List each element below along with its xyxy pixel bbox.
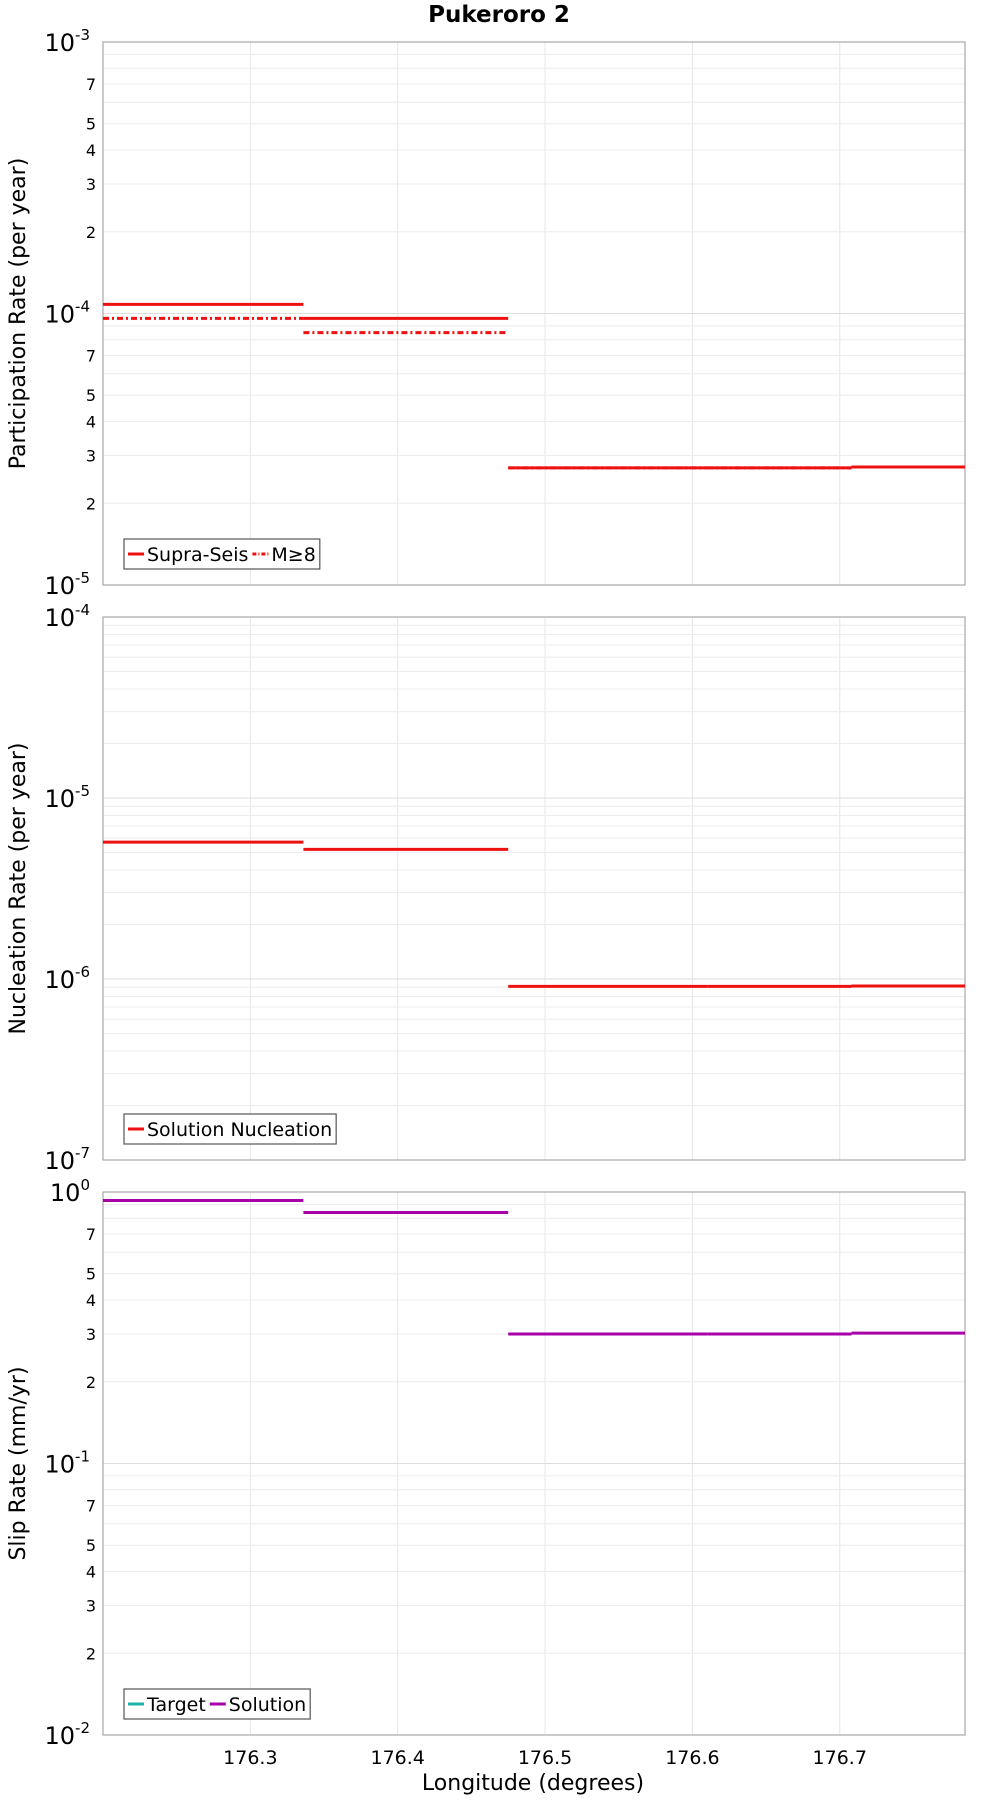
plot-frame bbox=[102, 41, 966, 586]
legend-label: Supra-Seis bbox=[147, 544, 248, 566]
y-minor-tick-label: 3 bbox=[86, 175, 96, 194]
plot-area bbox=[103, 617, 965, 1160]
y-minor-tick-label: 2 bbox=[86, 494, 96, 513]
y-minor-tick-label: 7 bbox=[86, 1497, 96, 1516]
y-minor-tick-label: 7 bbox=[86, 75, 96, 94]
y-major-tick-label: 10-5 bbox=[44, 782, 90, 813]
y-major-tick-label: 10-2 bbox=[44, 1719, 90, 1750]
legend: Supra-Seis M≥8 bbox=[123, 538, 321, 570]
legend: Target Solution bbox=[123, 1688, 311, 1720]
y-major-tick-label: 10-5 bbox=[44, 569, 90, 600]
y-minor-tick-label: 7 bbox=[86, 347, 96, 366]
y-minor-tick-label: 7 bbox=[86, 1225, 96, 1244]
y-axis-label: Nucleation Rate (per year) bbox=[6, 743, 31, 1035]
y-major-tick-label: 10-1 bbox=[44, 1448, 90, 1479]
y-minor-tick-label: 2 bbox=[86, 1644, 96, 1663]
panel-2: 10-4 10-5 10-6 10-7 Nucleation Rate (per yea… bbox=[6, 601, 966, 1175]
panel-1: 10-3 10-4 10-5 7 5 4 3 2 7 5 4 3 2 Participation Rate… bbox=[6, 26, 966, 600]
y-minor-tick-label: 4 bbox=[86, 141, 96, 160]
x-tick-label: 176.5 bbox=[518, 1747, 572, 1769]
x-tick-label: 176.7 bbox=[813, 1747, 867, 1769]
panel-3: 100 10-1 10-2 7 5 4 3 2 7 5 4 3 2 Slip Rate (mm/yr) Ta… bbox=[6, 1176, 966, 1750]
x-tick-label: 176.6 bbox=[665, 1747, 719, 1769]
y-minor-tick-label: 4 bbox=[86, 1563, 96, 1582]
y-minor-tick-label: 4 bbox=[86, 1291, 96, 1310]
y-minor-tick-label: 5 bbox=[86, 386, 96, 405]
y-minor-tick-label: 4 bbox=[86, 413, 96, 432]
y-major-tick-label: 100 bbox=[50, 1176, 90, 1207]
y-minor-tick-label: 5 bbox=[86, 1536, 96, 1555]
y-minor-tick-label: 5 bbox=[86, 1265, 96, 1284]
y-minor-tick-label: 3 bbox=[86, 1325, 96, 1344]
legend-label: M≥8 bbox=[271, 544, 315, 566]
chart-title: Pukeroro 2 bbox=[428, 2, 570, 28]
y-minor-tick-label: 3 bbox=[86, 446, 96, 465]
legend-label: Solution Nucleation bbox=[147, 1119, 332, 1141]
y-major-tick-label: 10-3 bbox=[44, 26, 90, 57]
y-minor-tick-label: 2 bbox=[86, 1373, 96, 1392]
y-minor-tick-label: 5 bbox=[86, 115, 96, 134]
y-major-tick-label: 10-6 bbox=[44, 963, 90, 994]
x-tick-label: 176.3 bbox=[223, 1747, 277, 1769]
legend-label: Solution bbox=[229, 1694, 306, 1716]
plot-frame bbox=[102, 616, 966, 1161]
y-major-tick-label: 10-7 bbox=[44, 1144, 90, 1175]
legend: Solution Nucleation bbox=[123, 1113, 337, 1145]
legend-box bbox=[123, 1113, 337, 1145]
legend-box bbox=[123, 538, 321, 570]
y-minor-tick-label: 2 bbox=[86, 223, 96, 242]
y-axis-label: Slip Rate (mm/yr) bbox=[6, 1366, 31, 1560]
legend-label: Target bbox=[146, 1694, 206, 1716]
y-minor-tick-label: 3 bbox=[86, 1596, 96, 1615]
x-tick-label: 176.4 bbox=[370, 1747, 424, 1769]
plot-frame bbox=[102, 1191, 966, 1736]
x-axis-label: Longitude (degrees) bbox=[422, 1771, 644, 1796]
y-axis-label: Participation Rate (per year) bbox=[6, 158, 31, 470]
y-major-tick-label: 10-4 bbox=[44, 298, 90, 329]
y-major-tick-label: 10-4 bbox=[44, 601, 90, 632]
